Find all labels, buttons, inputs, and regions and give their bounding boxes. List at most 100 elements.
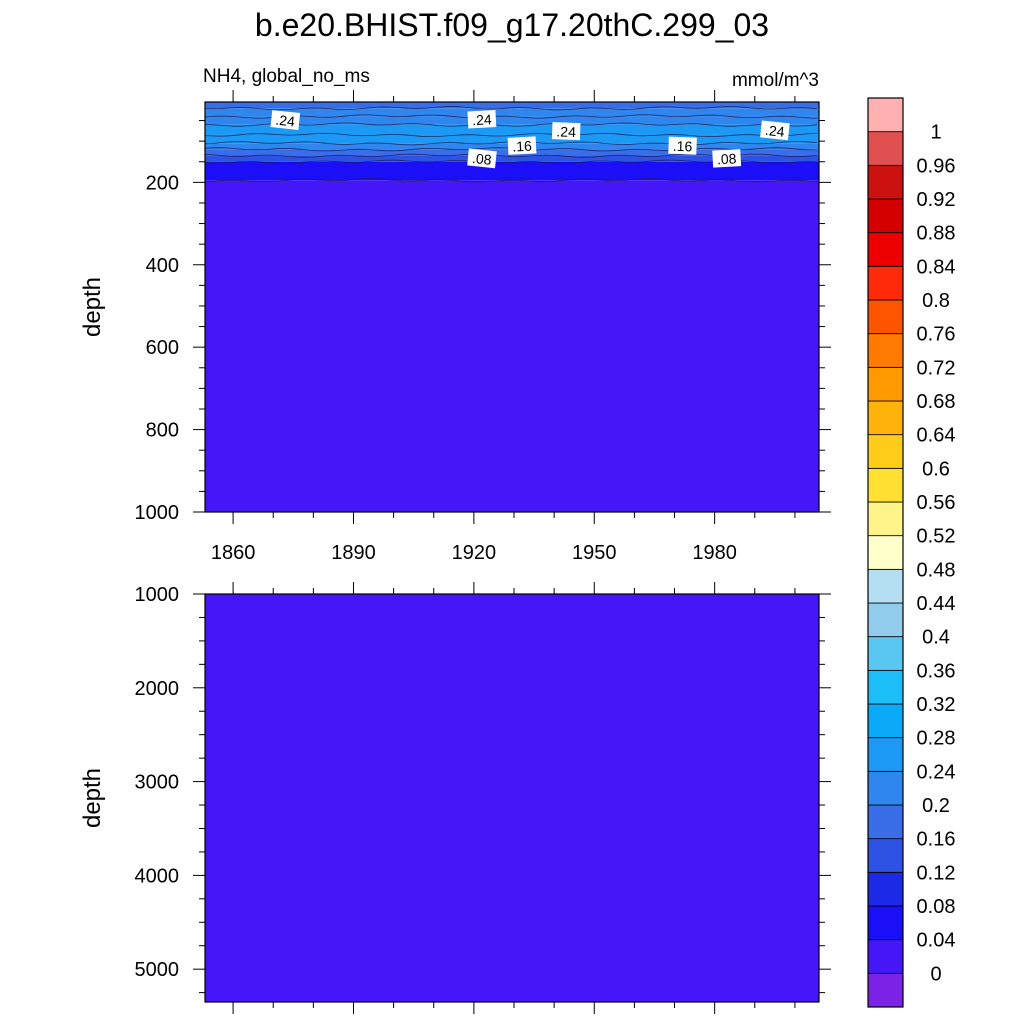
colorbar-swatch (867, 737, 904, 772)
colorbar-label: 0.48 (917, 559, 956, 581)
y-axis-label: depth (79, 277, 106, 337)
colorbar-label: 0.4 (922, 627, 950, 649)
colorbar-swatch (867, 400, 904, 436)
contour-line (204, 147, 817, 152)
contour-label: .08 (712, 149, 742, 168)
colorbar-label: 0 (930, 963, 941, 985)
colorbar-swatch (867, 669, 904, 705)
y-tick-label: 1000 (135, 584, 180, 606)
contour-line (204, 122, 818, 127)
contour-label-text: .24 (556, 123, 576, 140)
contour-line (204, 106, 818, 111)
colorbar-swatch (867, 333, 904, 368)
colorbar-label: 0.6 (922, 458, 950, 480)
contour-label-box (507, 136, 537, 155)
colorbar-swatch (867, 366, 904, 402)
contour-band (205, 116, 819, 125)
colorbar-swatch (867, 97, 904, 133)
contour-label: .16 (668, 136, 697, 155)
colorbar-label: 0.68 (917, 391, 956, 413)
contour-band (205, 161, 819, 181)
contour-label-text: .24 (275, 112, 296, 130)
y-tick-label: 200 (146, 172, 179, 194)
colorbar-swatch (867, 804, 904, 840)
colorbar-label: 1 (930, 122, 941, 144)
contour-label-box (760, 120, 790, 141)
colorbar-label: 0.72 (917, 357, 956, 379)
plot-frame (204, 101, 820, 513)
contour-line (204, 178, 818, 183)
contour-label-text: .16 (512, 138, 532, 155)
colorbar-label: 0.88 (917, 223, 956, 245)
colorbar-swatch (867, 703, 904, 739)
y-tick-label: 800 (146, 420, 179, 442)
contour-band (205, 108, 819, 117)
contour-band (205, 180, 819, 513)
y-tick-label: 2000 (135, 678, 180, 700)
x-tick-label: 1980 (692, 542, 737, 564)
colorbar-swatch (867, 838, 904, 873)
colorbar-swatch (867, 198, 904, 234)
y-tick-label: 3000 (135, 772, 180, 794)
colorbar-label: 0.2 (922, 795, 950, 817)
y-axis-label: depth (79, 768, 106, 828)
contour-label: .08 (467, 148, 497, 169)
contour-label-text: .08 (471, 150, 492, 168)
y-tick-label: 5000 (135, 959, 180, 981)
contour-label: .16 (507, 136, 537, 155)
contour-line (204, 132, 818, 138)
colorbar-label: 0.8 (922, 290, 950, 312)
contour-label-text: .08 (717, 150, 737, 167)
colorbar-swatch (867, 131, 904, 166)
colorbar-swatch (867, 972, 904, 1008)
colorbar-label: 0.56 (917, 492, 956, 514)
contour-label-box (668, 136, 697, 155)
colorbar-label: 0.04 (917, 930, 956, 952)
colorbar-swatch (867, 871, 904, 907)
colorbar-label: 0.16 (917, 829, 956, 851)
colorbar-label: 0.52 (917, 526, 956, 548)
colorbar-swatch (867, 501, 904, 537)
x-tick-label: 1860 (211, 542, 256, 564)
x-tick-label: 1920 (452, 542, 497, 564)
contour-label-text: .24 (472, 111, 492, 128)
colorbar-swatch (867, 770, 904, 806)
x-tick-label: 1890 (331, 542, 376, 564)
colorbar-label: 0.36 (917, 660, 956, 682)
colorbar-frame (867, 97, 904, 1008)
chart-title: b.e20.BHIST.f09_g17.20thC.299_03 (255, 7, 769, 43)
contour-line (204, 114, 818, 119)
colorbar: 0 0.04 0.08 0.12 0.16 0.2 0.24 0.28 0.32 0.36 0.4 0… (867, 97, 956, 1008)
colorbar-swatch (867, 434, 904, 469)
colorbar-label: 0.24 (917, 761, 956, 783)
y-tick-label: 1000 (135, 502, 180, 524)
colorbar-swatch (867, 265, 904, 301)
colorbar-swatch (867, 636, 904, 671)
colorbar-label: 0.64 (917, 425, 956, 447)
colorbar-label: 0.96 (917, 155, 956, 177)
upper-depth-panel: .24 .24 .24 .24 .16 .16 .08 .08 200 400 600 800 1000… (79, 90, 831, 564)
x-tick-label: 1950 (572, 542, 617, 564)
contour-label: .24 (551, 122, 581, 141)
contour-label: .24 (467, 109, 497, 129)
colorbar-label: 0.08 (917, 896, 956, 918)
units-label: mmol/m^3 (732, 70, 819, 91)
colorbar-label: 0.76 (917, 324, 956, 346)
colorbar-label: 0.32 (917, 694, 956, 716)
colorbar-label: 0.12 (917, 862, 956, 884)
lower-depth-panel: 1000 2000 3000 4000 5000 depth (79, 582, 831, 1014)
contour-band (205, 124, 819, 135)
colorbar-swatch (867, 535, 904, 570)
contour-label-box (551, 122, 581, 141)
plot-frame (204, 593, 820, 1003)
contour-label-box (712, 149, 742, 168)
contour-label: .24 (760, 120, 790, 141)
colorbar-swatch (867, 905, 904, 941)
contour-label-box (467, 148, 497, 169)
colorbar-label: 0.44 (917, 593, 956, 615)
contour-band (205, 594, 819, 1002)
y-tick-label: 4000 (135, 865, 180, 887)
colorbar-swatch (867, 299, 904, 335)
colorbar-swatch (867, 568, 904, 604)
